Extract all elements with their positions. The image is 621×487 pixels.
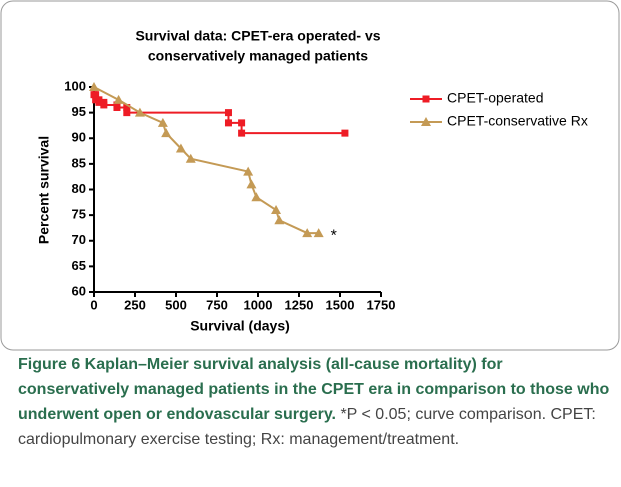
y-tick-label: 60 xyxy=(72,283,86,298)
point xyxy=(123,109,131,117)
point xyxy=(92,91,100,99)
point xyxy=(123,104,131,111)
caption: Figure 6 Kaplan–Meier survival analysis … xyxy=(18,352,614,452)
point xyxy=(313,228,324,238)
point xyxy=(100,101,108,109)
point xyxy=(341,129,349,137)
x-tick-label: 1250 xyxy=(285,297,314,312)
y-tick-label: 100 xyxy=(64,78,86,93)
point xyxy=(185,153,196,163)
y-tick-label: 75 xyxy=(72,207,86,222)
point xyxy=(246,179,257,189)
point xyxy=(157,117,168,127)
point xyxy=(274,215,285,225)
x-tick-label: 1500 xyxy=(326,297,355,312)
y-tick-label: 85 xyxy=(72,155,86,170)
y-axis-label: Percent survival xyxy=(36,136,52,244)
point xyxy=(175,143,186,153)
x-tick-label: 500 xyxy=(165,297,187,312)
x-tick-label: 1750 xyxy=(367,297,396,312)
point xyxy=(238,119,246,127)
x-tick-label: 750 xyxy=(206,297,228,312)
y-tick-label: 90 xyxy=(72,130,86,145)
point xyxy=(224,119,232,127)
caption-text: *P < 0.05; curve comparison. CPET: cardi… xyxy=(18,406,596,448)
legend-label: CPET-operated xyxy=(447,90,544,106)
point xyxy=(243,166,254,176)
series-line xyxy=(94,93,345,135)
y-tick-label: 95 xyxy=(72,104,86,119)
x-tick-label: 0 xyxy=(90,297,97,312)
legend-label: CPET-conservative Rx xyxy=(447,113,588,129)
point xyxy=(302,228,313,238)
point xyxy=(113,94,124,104)
point xyxy=(89,82,99,91)
y-tick-label: 80 xyxy=(72,181,86,196)
point xyxy=(238,129,246,137)
chart: Survival data: CPET-era operated- vs con… xyxy=(0,0,620,351)
point xyxy=(271,205,282,214)
x-tick-label: 1000 xyxy=(244,297,273,312)
point xyxy=(224,109,232,117)
y-tick-label: 65 xyxy=(72,258,86,273)
x-tick-label: 250 xyxy=(124,297,146,312)
caption-bold: Figure 6 Kaplan–Meier survival analysis … xyxy=(18,356,610,423)
point xyxy=(113,104,121,111)
frame xyxy=(0,0,620,351)
y-tick-label: 70 xyxy=(72,232,86,247)
point xyxy=(134,107,145,117)
x-axis-label: Survival (days) xyxy=(190,318,290,334)
point xyxy=(161,128,172,138)
chart-title: Survival data: CPET-era operated- vs xyxy=(135,28,380,44)
point xyxy=(251,192,262,202)
annotation: * xyxy=(331,227,337,244)
legend-marker xyxy=(422,95,430,103)
chart-title: conservatively managed patients xyxy=(148,48,368,64)
point xyxy=(95,98,103,106)
legend-marker xyxy=(421,117,431,126)
